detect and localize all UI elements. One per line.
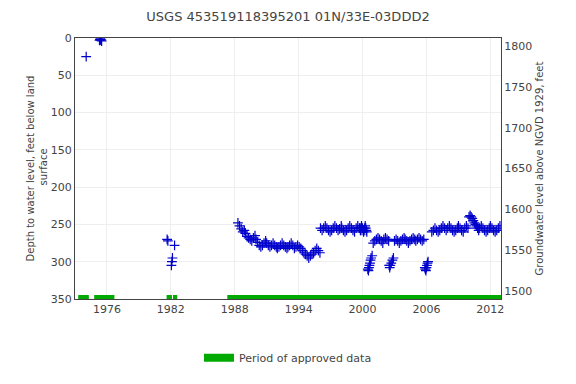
svg-text:1700: 1700 [504, 122, 532, 135]
svg-text:350: 350 [51, 293, 72, 306]
svg-text:1976: 1976 [93, 303, 121, 316]
svg-text:50: 50 [58, 69, 72, 82]
svg-text:Period of approved data: Period of approved data [239, 352, 371, 365]
svg-text:200: 200 [51, 181, 72, 194]
svg-text:1750: 1750 [504, 81, 532, 94]
svg-text:2006: 2006 [412, 303, 440, 316]
svg-text:100: 100 [51, 106, 72, 119]
svg-text:1550: 1550 [504, 244, 532, 257]
svg-text:1650: 1650 [504, 162, 532, 175]
svg-text:Depth to water level, feet bel: Depth to water level, feet below land su… [25, 76, 49, 262]
svg-text:1994: 1994 [285, 303, 313, 316]
svg-text:1982: 1982 [157, 303, 185, 316]
svg-text:0: 0 [65, 32, 72, 45]
svg-text:2000: 2000 [349, 303, 377, 316]
svg-text:1600: 1600 [504, 203, 532, 216]
svg-text:300: 300 [51, 256, 72, 269]
svg-text:2012: 2012 [476, 303, 504, 316]
svg-text:1988: 1988 [221, 303, 249, 316]
svg-text:150: 150 [51, 144, 72, 157]
svg-text:Groundwater level above NGVD 1: Groundwater level above NGVD 1929, feet [534, 62, 545, 276]
svg-text:USGS 453519118395201 01N/33E-0: USGS 453519118395201 01N/33E-03DDD2 [146, 9, 429, 24]
svg-text:1500: 1500 [504, 285, 532, 298]
svg-text:1800: 1800 [504, 40, 532, 53]
svg-text:250: 250 [51, 218, 72, 231]
